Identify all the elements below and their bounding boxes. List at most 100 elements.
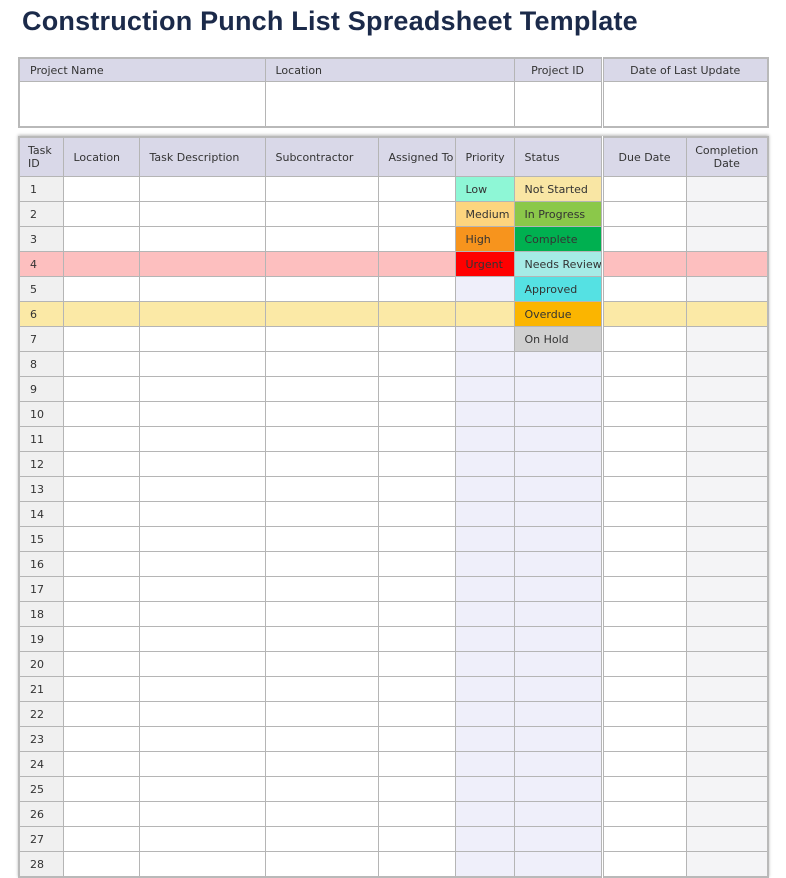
cell-completion-date[interactable] [685,651,769,677]
cell-completion-date[interactable] [685,676,769,702]
cell-assigned-to[interactable] [377,751,456,777]
cell-completion-date[interactable] [685,801,769,827]
cell-priority[interactable] [454,526,515,552]
cell-task-description[interactable] [138,626,266,652]
cell-task-id[interactable]: 19 [18,626,64,652]
cell-subcontractor[interactable] [264,801,379,827]
cell-subcontractor[interactable] [264,626,379,652]
cell-status[interactable] [513,576,603,602]
cell-assigned-to[interactable] [377,676,456,702]
cell-priority[interactable] [454,851,515,878]
cell-completion-date[interactable] [685,276,769,302]
cell-priority[interactable] [454,501,515,527]
cell-task-id[interactable]: 16 [18,551,64,577]
cell-task-id[interactable]: 27 [18,826,64,852]
cell-due-date[interactable] [600,451,687,477]
cell-completion-date[interactable] [685,301,769,327]
cell-subcontractor[interactable] [264,376,379,402]
cell-task-id[interactable]: 6 [18,301,64,327]
cell-task-description[interactable] [138,476,266,502]
cell-status[interactable] [513,651,603,677]
cell-task-description[interactable] [138,601,266,627]
cell-task-id[interactable]: 14 [18,501,64,527]
cell-assigned-to[interactable] [377,451,456,477]
cell-due-date[interactable] [600,826,687,852]
cell-task-id[interactable]: 2 [18,201,64,227]
cell-due-date[interactable] [600,301,687,327]
cell-subcontractor[interactable] [264,851,379,878]
cell-task-id[interactable]: 10 [18,401,64,427]
cell-location[interactable] [62,801,140,827]
cell-assigned-to[interactable] [377,226,456,252]
cell-priority[interactable] [454,326,515,352]
cell-due-date[interactable] [600,851,687,878]
cell-subcontractor[interactable] [264,776,379,802]
cell-subcontractor[interactable] [264,601,379,627]
cell-status[interactable] [513,376,603,402]
cell-task-id[interactable]: 9 [18,376,64,402]
cell-assigned-to[interactable] [377,476,456,502]
cell-task-id[interactable]: 17 [18,576,64,602]
cell-completion-date[interactable] [685,451,769,477]
cell-priority[interactable] [454,376,515,402]
cell-location[interactable] [62,201,140,227]
cell-location[interactable] [62,351,140,377]
cell-subcontractor[interactable] [264,401,379,427]
cell-status[interactable] [513,726,603,752]
cell-status[interactable] [513,601,603,627]
cell-task-description[interactable] [138,526,266,552]
cell-task-id[interactable]: 24 [18,751,64,777]
cell-task-description[interactable] [138,351,266,377]
cell-due-date[interactable] [600,501,687,527]
cell-completion-date[interactable] [685,376,769,402]
cell-due-date[interactable] [600,751,687,777]
cell-task-description[interactable] [138,701,266,727]
cell-location[interactable] [62,426,140,452]
cell-status[interactable] [513,351,603,377]
cell-status[interactable] [513,751,603,777]
cell-assigned-to[interactable] [377,526,456,552]
cell-task-description[interactable] [138,801,266,827]
cell-assigned-to[interactable] [377,601,456,627]
cell-location[interactable] [62,276,140,302]
cell-location[interactable] [62,776,140,802]
cell-priority[interactable] [454,426,515,452]
cell-due-date[interactable] [600,351,687,377]
cell-assigned-to[interactable] [377,551,456,577]
cell-task-id[interactable]: 12 [18,451,64,477]
cell-location[interactable] [62,651,140,677]
cell-status[interactable] [513,676,603,702]
cell-status[interactable] [513,401,603,427]
cell-subcontractor[interactable] [264,526,379,552]
cell-subcontractor[interactable] [264,226,379,252]
cell-due-date[interactable] [600,226,687,252]
cell-completion-date[interactable] [685,626,769,652]
cell-completion-date[interactable] [685,426,769,452]
cell-assigned-to[interactable] [377,426,456,452]
cell-due-date[interactable] [600,276,687,302]
cell-priority[interactable] [454,801,515,827]
cell-location[interactable] [62,576,140,602]
cell-completion-date[interactable] [685,776,769,802]
cell-due-date[interactable] [600,676,687,702]
cell-subcontractor[interactable] [264,701,379,727]
cell-assigned-to[interactable] [377,701,456,727]
cell-status[interactable] [513,776,603,802]
cell-location[interactable] [62,826,140,852]
cell-task-description[interactable] [138,551,266,577]
cell-priority[interactable] [454,276,515,302]
cell-subcontractor[interactable] [264,726,379,752]
cell-assigned-to[interactable] [377,851,456,878]
cell-assigned-to[interactable] [377,626,456,652]
cell-status[interactable] [513,501,603,527]
cell-subcontractor[interactable] [264,576,379,602]
cell-location[interactable] [62,551,140,577]
cell-task-id[interactable]: 7 [18,326,64,352]
cell-task-description[interactable] [138,676,266,702]
cell-assigned-to[interactable] [377,201,456,227]
cell-assigned-to[interactable] [377,276,456,302]
location-field[interactable] [264,81,515,128]
cell-priority[interactable]: High [454,226,515,252]
cell-subcontractor[interactable] [264,751,379,777]
cell-location[interactable] [62,326,140,352]
